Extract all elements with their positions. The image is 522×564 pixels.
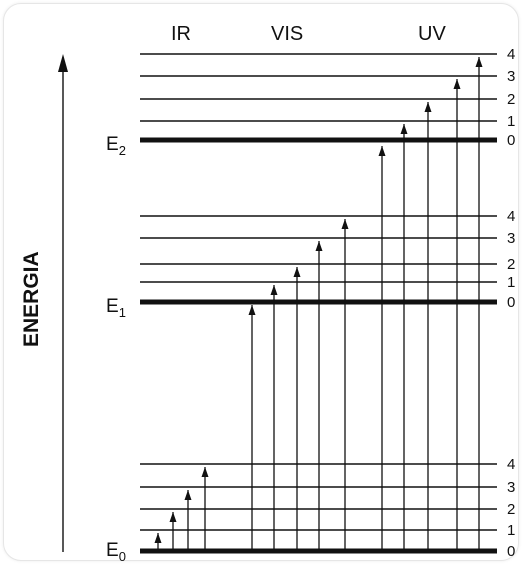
vibrational-number-e0-v3: 3 [507,479,515,496]
vibrational-number-e0-v4: 4 [507,456,515,473]
vibrational-number-e1-v4: 4 [507,208,515,225]
energy-axis-arrowhead [58,54,68,72]
ir-transition-arrow-v1-head [154,533,162,543]
vis-transition-arrow-v1-head [270,285,278,295]
region-label-uv: UV [418,23,446,45]
region-label-ir: IR [171,23,191,45]
vibrational-number-e0-v2: 2 [507,501,515,518]
vibrational-number-e1-v0: 0 [507,294,515,311]
vibrational-number-e2-v3: 3 [507,68,515,85]
vis-transition-arrow-v0-head [248,305,256,315]
uv-transition-arrow-v0-head [378,146,386,156]
uv-transition-arrow-v3-head [453,79,461,89]
electronic-level-label-e2: E2 [106,134,126,158]
vibrational-number-e1-v1: 1 [507,274,515,291]
electronic-level-label-e1: E1 [106,296,126,320]
vibrational-number-e0-v1: 1 [507,522,515,539]
vibrational-number-e0-v0: 0 [507,543,515,560]
region-label-vis: VIS [271,23,303,45]
vibrational-number-e2-v1: 1 [507,113,515,130]
ir-transition-arrow-v2-head [169,512,177,522]
ir-transition-arrow-v3-head [184,490,192,500]
vibrational-number-e1-v3: 3 [507,230,515,247]
vis-transition-arrow-v4-head [341,219,349,229]
electronic-level-label-e0: E0 [106,540,126,564]
transition-arrows [154,57,483,549]
vibrational-number-e2-v0: 0 [507,132,515,149]
uv-transition-arrow-v2-head [424,102,432,112]
uv-transition-arrow-v4-head [475,57,483,67]
vis-transition-arrow-v3-head [315,241,323,251]
ir-transition-arrow-v4-head [201,467,209,477]
vibrational-number-e2-v4: 4 [507,46,515,63]
uv-transition-arrow-v1-head [400,124,408,134]
energy-axis-label: ENERGIA [20,251,43,347]
vis-transition-arrow-v2-head [293,267,301,277]
vibrational-number-e2-v2: 2 [507,91,515,108]
vibrational-number-e1-v2: 2 [507,256,515,273]
